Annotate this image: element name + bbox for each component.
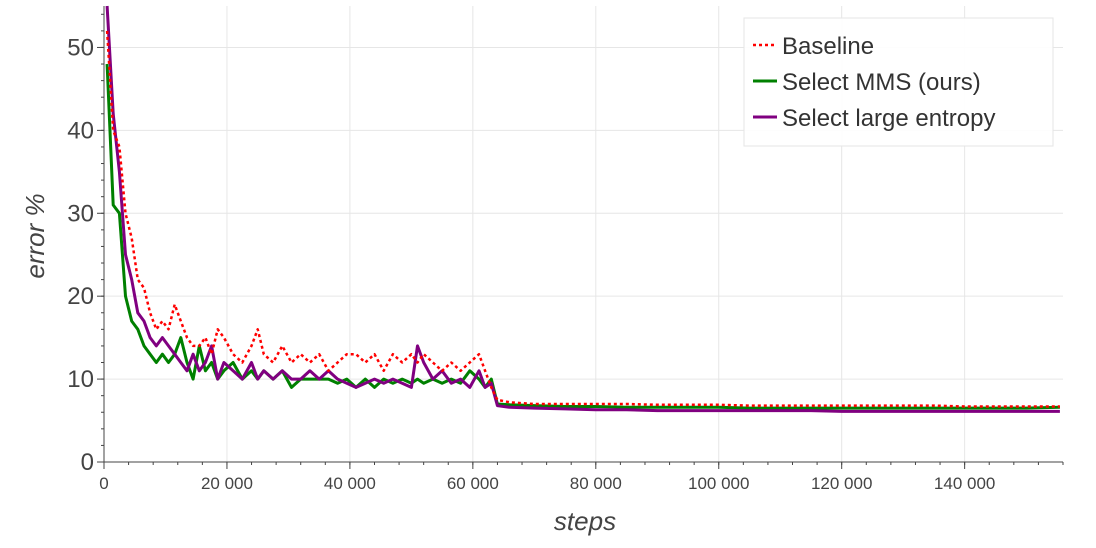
series-line-2: [105, 63, 1060, 410]
legend: Baseline Select MMS (ours) Select large en…: [743, 17, 1054, 147]
y-axis-title: error %: [20, 193, 50, 278]
x-tick-label: 40 000: [324, 474, 376, 493]
x-tick-label: 0: [99, 474, 108, 493]
x-axis-title: steps: [554, 506, 616, 536]
legend-box: [743, 17, 1054, 147]
series-line-3: [105, 5, 1060, 413]
x-tick-label: 140 000: [934, 474, 995, 493]
x-tick-label: 20 000: [201, 474, 253, 493]
legend-label: Select large entropy: [782, 105, 995, 132]
y-tick-label: 50: [67, 34, 94, 61]
y-tick-label: 30: [67, 200, 94, 227]
x-tick-label: 80 000: [570, 474, 622, 493]
y-tick-label: 0: [81, 449, 94, 476]
legend-label: Select MMS (ours): [782, 69, 981, 96]
axes: 0 10 20 30 40 50 0 20 000 40 000 60 000 80 000 100 …: [67, 6, 1064, 493]
legend-label: Baseline: [782, 33, 874, 60]
x-tick-label: 60 000: [447, 474, 499, 493]
y-tick-label: 10: [67, 366, 94, 393]
series-layer: [105, 5, 1060, 413]
x-tick-label: 120 000: [811, 474, 872, 493]
y-tick-label: 20: [67, 283, 94, 310]
series-line-1: [105, 30, 1060, 408]
x-tick-label: 100 000: [688, 474, 749, 493]
y-tick-label: 40: [67, 117, 94, 144]
